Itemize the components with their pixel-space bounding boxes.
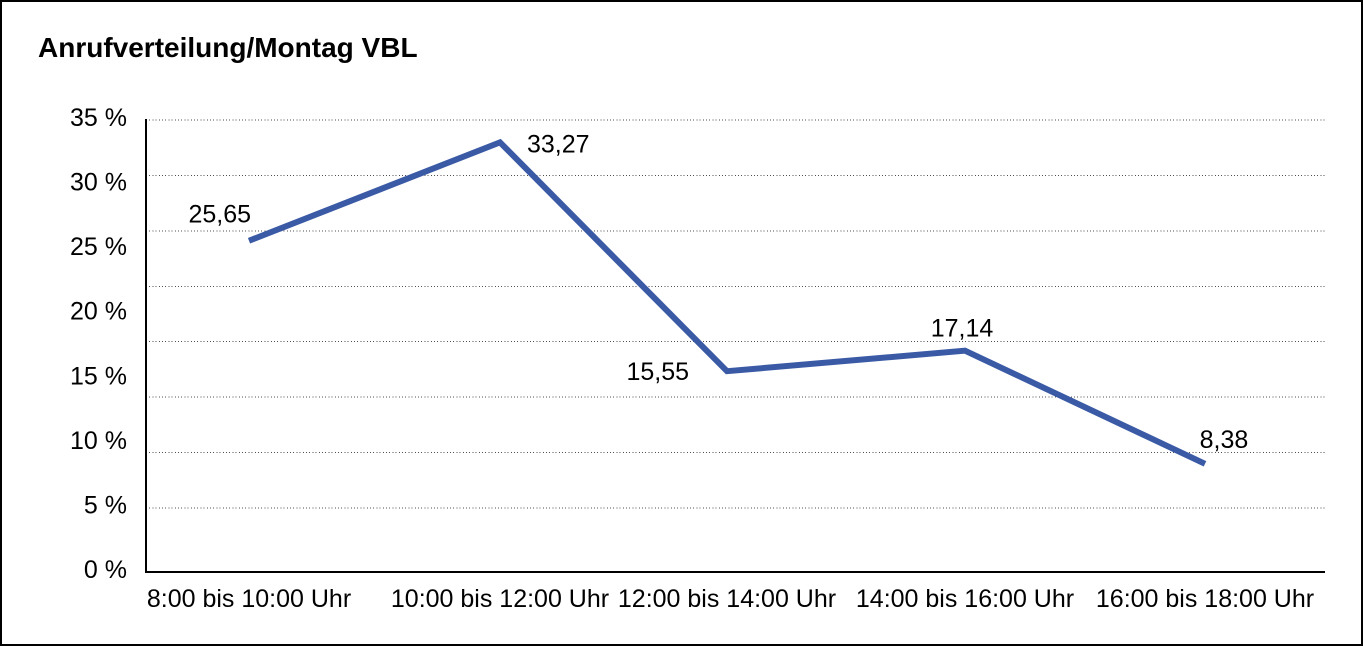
x-tick-label: 16:00 bis 18:00 Uhr — [1096, 585, 1314, 613]
data-line — [247, 138, 1207, 467]
data-point-label: 17,14 — [931, 315, 994, 343]
x-tick-label: 12:00 bis 14:00 Uhr — [618, 585, 836, 613]
y-tick-label: 35 % — [70, 104, 127, 132]
y-tick-label: 20 % — [70, 298, 127, 326]
y-tick-label: 15 % — [70, 362, 127, 390]
y-tick-label: 30 % — [70, 169, 127, 197]
data-point-label: 25,65 — [188, 201, 251, 229]
x-tick-label: 10:00 bis 12:00 Uhr — [391, 585, 609, 613]
y-tick-label: 10 % — [70, 427, 127, 455]
y-tick-label: 5 % — [84, 491, 127, 519]
y-tick-label: 0 % — [84, 556, 127, 584]
chart-title: Anrufverteilung/Montag VBL — [38, 32, 418, 63]
data-point-label: 15,55 — [626, 358, 689, 386]
data-point-label: 8,38 — [1200, 426, 1249, 454]
y-tick-label: 25 % — [70, 233, 127, 261]
data-point-label: 33,27 — [527, 130, 590, 158]
x-tick-label: 14:00 bis 16:00 Uhr — [856, 585, 1074, 613]
x-tick-label: 8:00 bis 10:00 Uhr — [147, 585, 351, 613]
